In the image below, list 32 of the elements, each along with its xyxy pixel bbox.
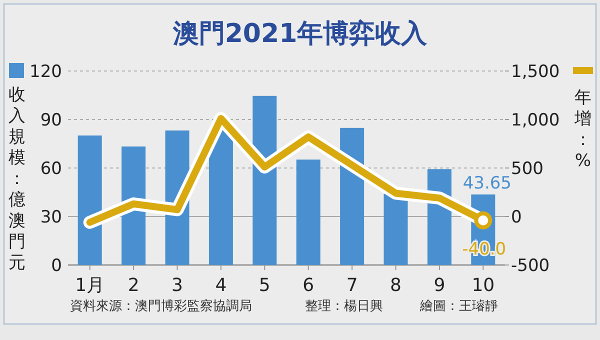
y-tick-label: 0 bbox=[51, 256, 62, 276]
data-label: 43.65 bbox=[462, 173, 512, 194]
y-tick-label: 30 bbox=[40, 208, 62, 228]
source-note: 資料來源：澳門博彩監察協調局 bbox=[70, 298, 252, 314]
y2-tick-label: 500 bbox=[511, 159, 544, 179]
x-tick-label: 5 bbox=[258, 275, 270, 296]
text: 整理：楊日興 bbox=[305, 299, 383, 314]
y-tick-label: 60 bbox=[40, 159, 62, 179]
x-tick-label: 4 bbox=[215, 275, 227, 296]
y-tick-label: 120 bbox=[30, 62, 62, 82]
y2-tick-label: 1,500 bbox=[511, 62, 560, 82]
x-tick-label: 6 bbox=[302, 275, 314, 296]
bar bbox=[252, 96, 277, 265]
x-tick-label: 10 bbox=[472, 275, 495, 296]
bar bbox=[296, 160, 320, 265]
bar bbox=[384, 194, 408, 265]
x-tick-label: 1月 bbox=[75, 275, 105, 296]
y2-tick-label: -500 bbox=[511, 256, 550, 276]
chart-title: 澳門2021年博弈收入 bbox=[172, 19, 428, 49]
text: 收入規模：億澳門元 bbox=[8, 85, 26, 273]
x-tick-label: 9 bbox=[434, 275, 446, 296]
y2-axis-title: 年增：% bbox=[574, 88, 592, 171]
x-tick-label: 2 bbox=[128, 275, 140, 296]
x-tick-label: 7 bbox=[346, 275, 358, 296]
y-tick-label: 90 bbox=[40, 110, 62, 130]
y2-tick-label: 0 bbox=[511, 208, 522, 228]
bar bbox=[208, 129, 233, 265]
y2-tick-label: 1,000 bbox=[511, 110, 560, 130]
x-tick-label: 8 bbox=[390, 275, 402, 296]
bar bbox=[78, 136, 102, 265]
text: 繪圖：王璿靜 bbox=[419, 299, 498, 314]
x-tick-label: 3 bbox=[172, 275, 183, 296]
